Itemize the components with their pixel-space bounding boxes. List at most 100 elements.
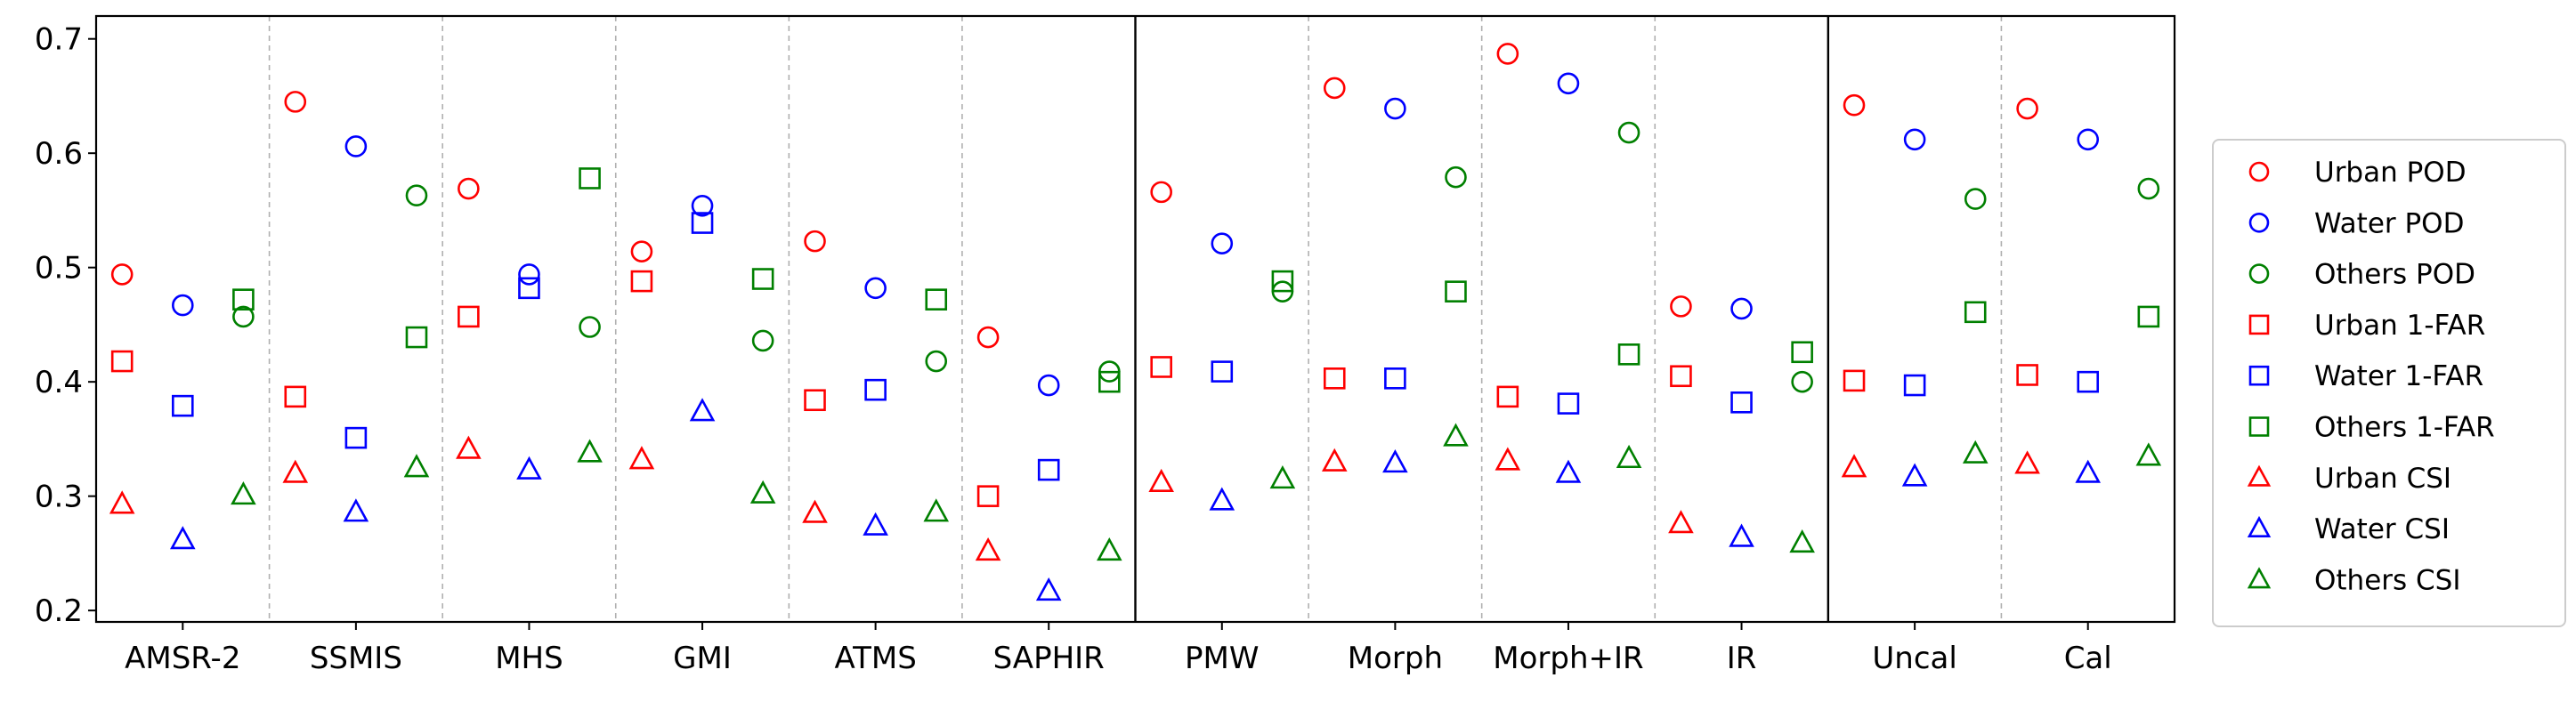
legend-box	[2212, 139, 2566, 627]
x-tick-label: ATMS	[834, 641, 916, 676]
y-tick-label: 0.6	[35, 136, 83, 172]
legend: Urban POD Water POD Others POD Urban 1-FAR W…	[2212, 139, 2566, 627]
data-point	[1384, 97, 1406, 120]
data-point	[1037, 458, 1060, 481]
data-point	[689, 398, 716, 422]
data-point	[1903, 374, 1926, 397]
data-point	[1382, 449, 1408, 473]
data-point	[2016, 364, 2038, 386]
data-point	[1617, 343, 1640, 366]
data-point	[1495, 447, 1521, 471]
data-point	[1901, 463, 1928, 487]
x-tick-label: GMI	[673, 641, 732, 676]
data-point	[1843, 93, 1866, 117]
x-tick-label: SAPHIR	[993, 641, 1105, 676]
data-point	[804, 230, 826, 253]
legend-entry: Water CSI	[2247, 513, 2450, 545]
data-point	[804, 389, 826, 412]
data-point	[110, 350, 134, 373]
data-point	[1445, 280, 1467, 303]
legend-marker	[2248, 161, 2270, 182]
data-point	[1269, 465, 1296, 489]
legend-marker	[2248, 263, 2270, 284]
data-point	[2075, 459, 2102, 483]
x-tick-label: Uncal	[1872, 641, 1956, 676]
data-point	[864, 277, 887, 300]
data-point	[976, 485, 1000, 507]
legend-entry: Water POD	[2248, 207, 2464, 239]
legend-label: Others CSI	[2314, 564, 2461, 596]
legend-label: Water CSI	[2314, 513, 2450, 545]
data-point	[628, 446, 655, 470]
data-point	[2077, 370, 2100, 393]
data-point	[1729, 523, 1754, 547]
data-point	[1962, 440, 1989, 464]
data-point	[579, 167, 601, 190]
data-point	[284, 385, 307, 408]
legend-marker	[2247, 464, 2272, 487]
data-point	[1789, 529, 1815, 553]
legend-marker	[2248, 213, 2270, 233]
series-others-pod	[232, 121, 2160, 393]
legend-entry: Urban CSI	[2247, 463, 2451, 495]
data-point	[2077, 128, 2100, 151]
data-point	[344, 426, 368, 449]
data-point	[458, 177, 480, 200]
data-point	[171, 294, 194, 317]
y-tick-label: 0.5	[35, 251, 83, 286]
data-point	[171, 394, 194, 417]
legend-label: Others 1-FAR	[2314, 412, 2495, 444]
series-urban-1-far	[110, 270, 2038, 507]
legend-entry: Others CSI	[2247, 564, 2461, 596]
data-point	[577, 439, 603, 463]
data-point	[2137, 177, 2160, 200]
legend-marker	[2248, 365, 2270, 386]
y-tick-label: 0.4	[35, 365, 83, 400]
series-urban-pod	[110, 43, 2038, 349]
legend-entries: Urban POD Water POD Others POD Urban 1-FAR W…	[2247, 157, 2495, 596]
data-point	[1670, 365, 1692, 388]
data-point	[405, 326, 428, 349]
data-point	[1670, 295, 1692, 318]
data-point	[2135, 442, 2162, 466]
data-point	[1321, 448, 1348, 472]
data-point	[518, 263, 540, 286]
data-point	[579, 316, 601, 338]
data-point	[1097, 537, 1122, 561]
data-point	[1557, 392, 1580, 415]
data-points	[109, 43, 2162, 601]
series-others-csi	[231, 423, 2162, 561]
series-water-csi	[169, 398, 2102, 601]
data-point	[518, 277, 540, 300]
x-tick-label: MHS	[495, 641, 563, 676]
data-point	[405, 184, 428, 207]
data-point	[1617, 121, 1640, 144]
series-water-pod	[171, 72, 2100, 397]
data-point	[749, 480, 776, 504]
series-others-1-far	[232, 167, 2160, 393]
legend-label: Water POD	[2314, 207, 2464, 239]
data-point	[751, 268, 774, 290]
x-tick-label: Morph	[1348, 641, 1443, 676]
legend-entry: Urban 1-FAR	[2248, 310, 2485, 342]
y-tick-label: 0.2	[35, 593, 83, 629]
data-point	[630, 270, 653, 293]
data-point	[1037, 374, 1060, 397]
category-dividers	[268, 16, 2003, 622]
data-point	[232, 305, 255, 328]
data-point	[1496, 43, 1519, 65]
legend-marker	[2247, 515, 2272, 538]
legend-entry: Urban POD	[2248, 157, 2467, 189]
data-point	[516, 456, 542, 480]
data-point	[403, 454, 430, 478]
x-tick-label: AMSR-2	[125, 641, 240, 676]
data-point	[1211, 360, 1234, 383]
legend-label: Urban 1-FAR	[2314, 310, 2485, 342]
data-point	[1841, 454, 1867, 478]
data-point	[1211, 232, 1234, 254]
x-tick-label: PMW	[1185, 641, 1259, 676]
y-tick-label: 0.7	[35, 22, 83, 58]
data-point	[802, 499, 828, 523]
